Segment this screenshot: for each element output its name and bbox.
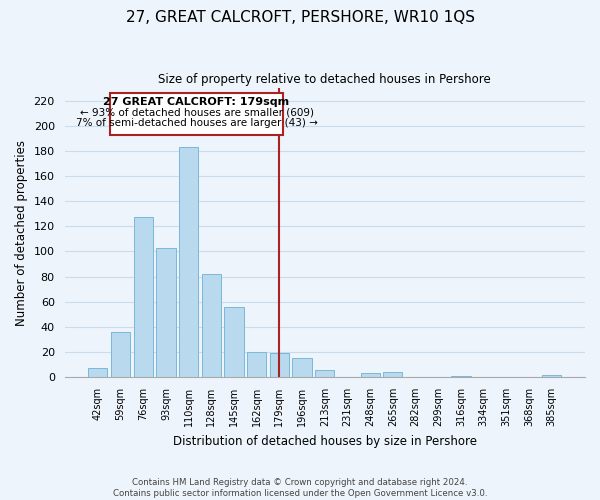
- Bar: [111, 332, 130, 377]
- Bar: [542, 374, 562, 377]
- Bar: [202, 274, 221, 377]
- Text: Contains HM Land Registry data © Crown copyright and database right 2024.
Contai: Contains HM Land Registry data © Crown c…: [113, 478, 487, 498]
- Bar: [156, 248, 176, 377]
- Bar: [451, 376, 470, 377]
- Text: 7% of semi-detached houses are larger (43) →: 7% of semi-detached houses are larger (4…: [76, 118, 317, 128]
- Bar: [361, 374, 380, 377]
- Bar: [270, 353, 289, 377]
- Text: 27 GREAT CALCROFT: 179sqm: 27 GREAT CALCROFT: 179sqm: [103, 98, 290, 108]
- Bar: [247, 352, 266, 377]
- Text: ← 93% of detached houses are smaller (609): ← 93% of detached houses are smaller (60…: [80, 108, 314, 118]
- Y-axis label: Number of detached properties: Number of detached properties: [15, 140, 28, 326]
- X-axis label: Distribution of detached houses by size in Pershore: Distribution of detached houses by size …: [173, 434, 477, 448]
- Text: 27, GREAT CALCROFT, PERSHORE, WR10 1QS: 27, GREAT CALCROFT, PERSHORE, WR10 1QS: [125, 10, 475, 25]
- Bar: [292, 358, 312, 377]
- Bar: [88, 368, 107, 377]
- Bar: [179, 147, 198, 377]
- Bar: [315, 370, 334, 377]
- Bar: [134, 218, 153, 377]
- Bar: [383, 372, 403, 377]
- Bar: [224, 306, 244, 377]
- Title: Size of property relative to detached houses in Pershore: Size of property relative to detached ho…: [158, 72, 491, 86]
- FancyBboxPatch shape: [110, 93, 283, 134]
